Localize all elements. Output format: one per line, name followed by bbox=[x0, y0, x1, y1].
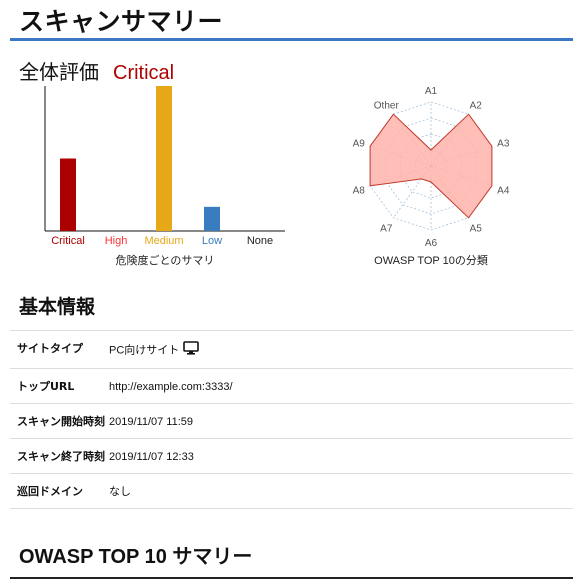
row-value: PC向けサイト bbox=[109, 330, 573, 369]
row-key: トップURL bbox=[10, 368, 109, 404]
owasp-radar-chart: A1 A2 A3 A4 A5 A6 A7 A8 A9 Other OWASP TOP 10の分類 bbox=[353, 86, 510, 267]
bar-medium bbox=[156, 86, 172, 231]
table-row: トップURL http://example.com:3333/ bbox=[10, 368, 573, 404]
radar-axis-label: A8 bbox=[353, 186, 366, 197]
row-value: なし bbox=[109, 473, 573, 509]
table-row: スキャン開始時刻 2019/11/07 11:59 bbox=[10, 403, 573, 439]
x-tick-label: High bbox=[105, 235, 128, 247]
x-tick-label: Medium bbox=[144, 235, 183, 247]
basic-info-table: サイトタイプ PC向けサイト トップURL http://example.com… bbox=[10, 330, 573, 509]
x-tick-label: Low bbox=[202, 235, 222, 247]
radar-axis-label: A5 bbox=[470, 224, 483, 235]
radar-axis-label: A7 bbox=[380, 224, 393, 235]
basic-info-heading: 基本情報 bbox=[19, 296, 96, 318]
x-tick-label: None bbox=[247, 235, 273, 247]
radar-axis-label: A4 bbox=[497, 186, 510, 197]
owasp-summary-heading: OWASP TOP 10 サマリー bbox=[19, 546, 253, 568]
row-value: 2019/11/07 11:59 bbox=[109, 403, 573, 439]
table-row: サイトタイプ PC向けサイト bbox=[10, 330, 573, 369]
row-key: スキャン終了時刻 bbox=[10, 438, 109, 474]
title-divider bbox=[10, 38, 573, 41]
table-row: スキャン終了時刻 2019/11/07 12:33 bbox=[10, 438, 573, 474]
row-value: http://example.com:3333/ bbox=[109, 368, 573, 404]
radar-axis-label: A3 bbox=[497, 139, 510, 150]
row-key: スキャン開始時刻 bbox=[10, 403, 109, 439]
page-title: スキャンサマリー bbox=[19, 7, 224, 36]
row-value: 2019/11/07 12:33 bbox=[109, 438, 573, 474]
chart-title: OWASP TOP 10の分類 bbox=[374, 254, 488, 267]
bar-low bbox=[204, 206, 220, 231]
x-tick-label: Critical bbox=[51, 235, 85, 247]
radar-series-area bbox=[369, 113, 493, 219]
overall-rating: 全体評価 Critical bbox=[19, 56, 174, 85]
site-type-value: PC向けサイト bbox=[109, 344, 180, 357]
overall-rating-value: Critical bbox=[113, 62, 175, 84]
severity-bar-chart: Critical High Medium Low None 危険度ごとのサマリ bbox=[44, 86, 285, 267]
radar-spoke bbox=[393, 165, 432, 219]
row-key: 巡回ドメイン bbox=[10, 473, 109, 509]
radar-axis-label: A9 bbox=[353, 139, 366, 150]
monitor-icon bbox=[183, 341, 200, 360]
section-divider bbox=[10, 577, 573, 579]
chart-title: 危険度ごとのサマリ bbox=[116, 253, 215, 267]
radar-axis-label: A1 bbox=[425, 86, 438, 97]
row-key: サイトタイプ bbox=[10, 330, 109, 369]
radar-axis-label: A2 bbox=[470, 101, 483, 112]
overall-rating-label: 全体評価 bbox=[19, 60, 99, 84]
bar-critical bbox=[60, 158, 76, 231]
table-row: 巡回ドメイン なし bbox=[10, 473, 573, 509]
radar-axis-label: Other bbox=[374, 101, 400, 112]
radar-axis-label: A6 bbox=[425, 238, 438, 249]
